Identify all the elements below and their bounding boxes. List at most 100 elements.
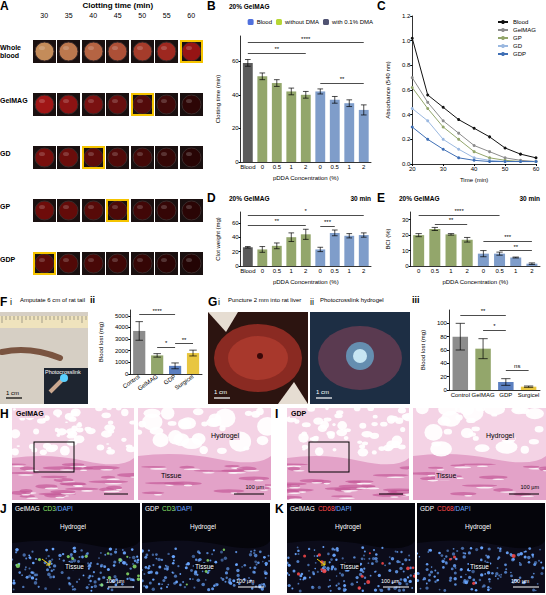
- svg-text:0.5: 0.5: [431, 268, 440, 274]
- svg-text:Blood lost (mg): Blood lost (mg): [98, 322, 104, 362]
- svg-text:**: **: [340, 76, 345, 82]
- svg-text:Surgicel: Surgicel: [518, 392, 540, 398]
- svg-text:Absorbance (540 nm): Absorbance (540 nm): [385, 61, 391, 119]
- svg-text:1.0: 1.0: [402, 38, 411, 44]
- svg-text:*: *: [165, 340, 168, 346]
- svg-text:**: **: [274, 46, 279, 52]
- svg-text:GD: GD: [513, 43, 523, 49]
- svg-text:0.5: 0.5: [331, 268, 340, 274]
- svg-text:40: 40: [440, 360, 447, 366]
- svg-text:20% GelMAG: 20% GelMAG: [229, 195, 269, 202]
- svg-text:10: 10: [402, 248, 409, 254]
- svg-text:0.6: 0.6: [402, 87, 411, 93]
- svg-text:ns: ns: [514, 363, 520, 369]
- svg-text:2: 2: [466, 268, 470, 274]
- svg-text:1: 1: [449, 268, 453, 274]
- svg-text:*: *: [493, 323, 496, 329]
- svg-text:100: 100: [437, 320, 448, 326]
- svg-text:0.2: 0.2: [402, 136, 411, 142]
- svg-text:GelMAG: GelMAG: [137, 373, 160, 391]
- svg-text:0: 0: [319, 268, 323, 274]
- svg-text:80: 80: [440, 334, 447, 340]
- svg-text:****: ****: [152, 308, 162, 314]
- svg-text:0: 0: [444, 387, 448, 393]
- svg-text:40: 40: [471, 166, 478, 172]
- svg-text:GelMAG: GelMAG: [472, 392, 495, 398]
- svg-text:0.5: 0.5: [273, 268, 282, 274]
- svg-text:0: 0: [235, 263, 239, 269]
- svg-text:***: ***: [324, 219, 332, 225]
- svg-text:0.4: 0.4: [402, 112, 411, 118]
- svg-text:Blood: Blood: [513, 19, 528, 25]
- svg-text:1000: 1000: [115, 359, 129, 365]
- svg-text:**: **: [513, 244, 518, 250]
- svg-text:Time (min): Time (min): [460, 177, 488, 183]
- svg-text:Clotting time (min): Clotting time (min): [215, 75, 221, 124]
- svg-text:GP: GP: [513, 35, 522, 41]
- svg-text:Blood lost (mg): Blood lost (mg): [420, 330, 426, 370]
- svg-text:BCI (%): BCI (%): [385, 228, 391, 249]
- svg-text:Clot weight (mg): Clot weight (mg): [215, 217, 221, 261]
- svg-text:0: 0: [405, 263, 409, 269]
- svg-text:1: 1: [514, 268, 518, 274]
- svg-text:2: 2: [530, 268, 534, 274]
- svg-text:20: 20: [232, 249, 239, 255]
- svg-text:Blood: Blood: [257, 19, 272, 25]
- svg-text:20: 20: [440, 374, 447, 380]
- svg-text:0.8: 0.8: [402, 62, 411, 68]
- svg-text:4000: 4000: [115, 324, 129, 330]
- svg-text:20% GelMAG: 20% GelMAG: [399, 195, 439, 202]
- svg-text:1: 1: [348, 268, 352, 274]
- svg-text:60: 60: [232, 220, 239, 226]
- svg-text:Control: Control: [451, 392, 470, 398]
- svg-text:3000: 3000: [115, 336, 129, 342]
- svg-text:GDP: GDP: [499, 392, 512, 398]
- svg-text:0.5: 0.5: [331, 164, 340, 170]
- svg-text:20: 20: [402, 232, 409, 238]
- svg-text:0: 0: [261, 164, 265, 170]
- svg-text:30: 30: [402, 217, 409, 223]
- svg-text:30 min: 30 min: [350, 195, 371, 202]
- svg-text:30: 30: [440, 166, 447, 172]
- svg-text:**: **: [481, 308, 486, 314]
- svg-text:0: 0: [261, 268, 265, 274]
- svg-text:60: 60: [533, 166, 540, 172]
- svg-text:0: 0: [417, 268, 421, 274]
- svg-text:pDDA Concentration (%): pDDA Concentration (%): [273, 279, 339, 285]
- svg-text:1.2: 1.2: [402, 13, 411, 19]
- svg-text:****: ****: [454, 208, 464, 214]
- svg-text:50: 50: [502, 166, 509, 172]
- svg-text:40: 40: [232, 234, 239, 240]
- svg-text:1: 1: [348, 164, 352, 170]
- svg-text:GDP: GDP: [513, 51, 526, 57]
- svg-text:40: 40: [232, 92, 239, 98]
- svg-text:0.5: 0.5: [273, 164, 282, 170]
- svg-text:pDDA Concentration (%): pDDA Concentration (%): [273, 175, 339, 181]
- svg-text:0: 0: [125, 371, 129, 377]
- svg-text:**: **: [182, 337, 187, 343]
- svg-text:30 min: 30 min: [519, 195, 540, 202]
- svg-text:0: 0: [482, 268, 486, 274]
- svg-text:**: **: [449, 217, 454, 223]
- svg-text:1: 1: [290, 268, 294, 274]
- svg-text:2000: 2000: [115, 348, 129, 354]
- svg-text:2: 2: [362, 164, 366, 170]
- svg-text:pDDA Concentration (%): pDDA Concentration (%): [442, 279, 508, 285]
- svg-text:****: ****: [301, 36, 311, 42]
- svg-text:***: ***: [504, 234, 512, 240]
- svg-text:0: 0: [319, 164, 323, 170]
- svg-text:20: 20: [409, 166, 416, 172]
- svg-text:1: 1: [290, 164, 294, 170]
- svg-text:with 0.1% DMA: with 0.1% DMA: [331, 19, 373, 25]
- svg-text:2: 2: [304, 164, 308, 170]
- svg-text:**: **: [274, 218, 279, 224]
- svg-text:Blood: Blood: [240, 268, 255, 274]
- svg-text:2: 2: [362, 268, 366, 274]
- svg-text:GelMAG: GelMAG: [513, 27, 536, 33]
- svg-text:Surgicel: Surgicel: [174, 374, 195, 391]
- svg-text:2: 2: [304, 268, 308, 274]
- svg-text:without DMA: without DMA: [284, 19, 319, 25]
- svg-text:5000: 5000: [115, 313, 129, 319]
- svg-text:20: 20: [232, 125, 239, 131]
- svg-text:60: 60: [440, 347, 447, 353]
